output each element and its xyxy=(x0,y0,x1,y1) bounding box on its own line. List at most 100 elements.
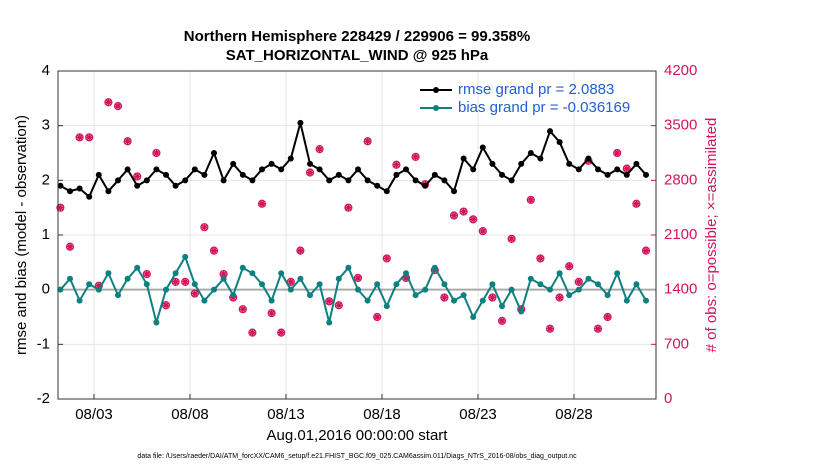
obs-assimilated xyxy=(642,247,650,255)
series-marker xyxy=(441,281,448,288)
series-marker xyxy=(220,275,227,282)
obs-assimilated xyxy=(104,98,112,106)
obs-assimilated xyxy=(508,235,516,243)
series-marker xyxy=(326,319,333,326)
series-marker xyxy=(326,177,333,184)
series-marker xyxy=(134,264,141,271)
obs-assimilated xyxy=(200,223,208,231)
series-marker xyxy=(259,166,266,173)
series-marker xyxy=(287,286,294,293)
obs-assimilated xyxy=(152,149,160,157)
obs-assimilated xyxy=(124,137,132,145)
obs-assimilated xyxy=(412,153,420,161)
obs-assimilated xyxy=(383,254,391,262)
series-marker xyxy=(239,171,246,178)
series-marker xyxy=(575,286,582,293)
series-marker xyxy=(230,160,237,167)
x-tick-label: 08/03 xyxy=(75,406,113,423)
y-tick-label: 0 xyxy=(42,281,50,298)
obs-assimilated xyxy=(162,301,170,309)
obs-assimilated xyxy=(258,200,266,208)
series-marker xyxy=(470,314,477,320)
series-marker xyxy=(249,270,256,277)
series-marker xyxy=(489,281,496,288)
obs-assimilated xyxy=(402,274,410,282)
series-marker xyxy=(268,160,275,167)
obs-assimilated xyxy=(488,293,496,301)
chart-title: Northern Hemisphere 228429 / 229906 = 99… xyxy=(184,28,530,45)
obs-assimilated xyxy=(268,309,276,317)
series-marker xyxy=(508,286,515,293)
series-marker xyxy=(105,188,112,195)
series-marker xyxy=(623,171,630,178)
series-marker xyxy=(57,182,64,189)
series-marker xyxy=(335,171,342,178)
obs-assimilated xyxy=(536,254,544,262)
footnote: data file: /Users/raeder/DAI/ATM_forcXX/… xyxy=(137,453,577,460)
obs-assimilated xyxy=(191,290,199,298)
series-marker xyxy=(393,281,400,288)
series-marker xyxy=(403,270,410,277)
obs-assimilated xyxy=(632,200,640,208)
series-marker xyxy=(278,270,285,277)
obs-assimilated xyxy=(364,137,372,145)
series-marker xyxy=(134,182,141,189)
obs-assimilated xyxy=(56,204,64,212)
y-tick-label: 2 xyxy=(42,171,50,188)
obs-assimilated xyxy=(296,247,304,255)
obs-assimilated xyxy=(76,133,84,141)
series-marker xyxy=(518,160,525,167)
obs-assimilated xyxy=(114,102,122,110)
series-marker xyxy=(201,171,208,178)
obs-assimilated xyxy=(172,278,180,286)
series-marker xyxy=(211,286,218,293)
obs-assimilated xyxy=(316,145,324,153)
series-marker xyxy=(297,275,304,282)
obs-assimilated xyxy=(239,305,247,313)
series-marker xyxy=(623,297,630,304)
obs-assimilated xyxy=(335,301,343,309)
series-marker xyxy=(537,281,544,288)
series-marker xyxy=(460,292,467,299)
series-marker xyxy=(201,297,208,304)
obs-assimilated xyxy=(469,215,477,223)
obs-assimilated xyxy=(373,313,381,321)
obs-assimilated xyxy=(306,169,314,177)
obs-assimilated xyxy=(604,313,612,321)
series-marker xyxy=(585,275,592,282)
series-marker xyxy=(115,177,122,184)
series-marker xyxy=(355,286,362,293)
y-tick-label: 1 xyxy=(42,226,50,243)
obs-assimilated xyxy=(623,165,631,173)
series-marker xyxy=(76,185,83,192)
y-tick-label: -1 xyxy=(37,335,50,352)
obs-assimilated xyxy=(460,208,468,216)
series-marker xyxy=(412,292,419,299)
series-marker xyxy=(537,155,544,162)
obs-assimilated xyxy=(85,133,93,141)
y2-tick-label: 2100 xyxy=(664,226,697,243)
series-marker xyxy=(220,177,227,184)
series-marker xyxy=(76,297,83,304)
series-marker xyxy=(86,193,93,200)
x-axis-label: Aug.01,2016 00:00:00 start xyxy=(267,427,449,444)
series-marker xyxy=(460,155,467,162)
series-marker xyxy=(163,286,170,293)
y2-tick-label: 2800 xyxy=(664,171,697,188)
series-marker xyxy=(95,286,102,293)
series-marker xyxy=(278,166,285,173)
x-tick-label: 08/18 xyxy=(363,406,401,423)
y-tick-label: 4 xyxy=(42,62,50,79)
series-marker xyxy=(182,253,189,260)
series-marker xyxy=(230,292,237,299)
series-marker xyxy=(124,166,131,173)
obs-assimilated xyxy=(565,262,573,270)
series-marker xyxy=(614,270,621,277)
series-marker xyxy=(499,171,506,178)
legend-marker xyxy=(433,105,439,111)
series-marker xyxy=(383,303,390,310)
series-marker xyxy=(575,166,582,173)
y2-tick-label: 0 xyxy=(664,390,672,407)
series-marker xyxy=(153,166,160,173)
series-marker xyxy=(191,166,198,173)
